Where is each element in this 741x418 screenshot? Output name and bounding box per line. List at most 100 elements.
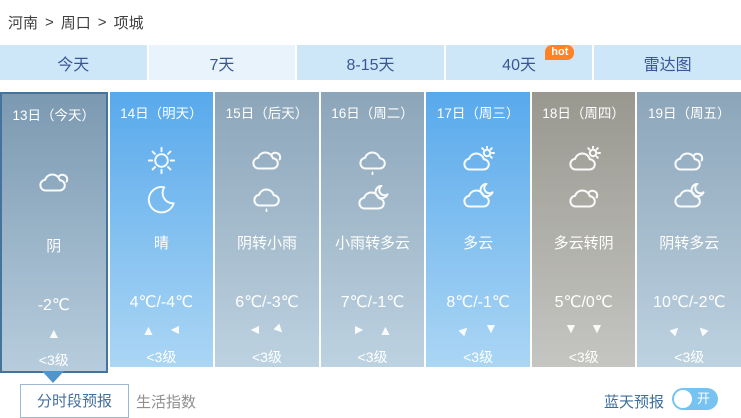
wind-level-label: <3级 xyxy=(251,349,282,365)
weather-icons xyxy=(460,127,496,232)
wind-direction-icons: ▲ ▲ xyxy=(454,319,498,341)
cloudy-day-icon xyxy=(566,146,602,176)
tab-8-15days[interactable]: 8-15天 xyxy=(297,45,444,80)
wind-level-label: <3级 xyxy=(568,349,599,365)
hot-badge: hot xyxy=(545,45,575,60)
overcast-icon xyxy=(566,183,602,213)
wind-direction-icons: ▲ xyxy=(47,324,61,342)
wind-arrow-left-icon: ▲ xyxy=(166,323,183,337)
wind-level-label: <3级 xyxy=(674,349,705,365)
forecast-day-column-6[interactable]: 18日（周四） 多云转阴 5℃/0℃ ▲ ▲ <3级 xyxy=(531,92,636,367)
forecast-day-column-1[interactable]: 13日（今天） 阴 -2℃ ▲ <3级 xyxy=(0,92,108,373)
day-date-label: 16日（周二） xyxy=(331,106,414,121)
weather-text: 阴 xyxy=(46,238,62,255)
breadcrumb-province[interactable]: 河南 xyxy=(8,15,39,32)
temperature-range: 8℃/-1℃ xyxy=(446,294,510,312)
day-date-label: 14日（明天） xyxy=(120,106,203,121)
wind-arrow-up-icon: ▲ xyxy=(141,322,156,339)
forecast-day-column-7[interactable]: 19日（周五） 阴转多云 10℃/-2℃ ▲ ▲ <3级 xyxy=(637,92,741,367)
wind-direction-icons: ▲ ▲ xyxy=(141,321,183,339)
hourly-forecast-button[interactable]: 分时段预报 xyxy=(20,384,130,418)
toggle-knob xyxy=(674,390,692,408)
tab-40days[interactable]: 40天 hot xyxy=(445,45,593,80)
wind-arrow-up-right-icon: ▲ xyxy=(454,319,476,341)
weather-text: 阴转多云 xyxy=(659,235,720,253)
weather-text: 多云 xyxy=(463,235,494,253)
temperature-range: 6℃/-3℃ xyxy=(235,294,299,312)
temperature-range: -2℃ xyxy=(37,297,70,314)
life-index-link[interactable]: 生活指数 xyxy=(136,394,197,411)
forecast-day-column-3[interactable]: 15日（后天） 阴转小雨 6℃/-3℃ ▲ ▲ <3级 xyxy=(215,92,319,367)
wind-level-label: <3级 xyxy=(38,352,69,368)
overcast-icon xyxy=(249,145,285,175)
forecast-day-column-5[interactable]: 17日（周三） 多云 8℃/-1℃ ▲ ▲ <3级 xyxy=(426,92,530,367)
wind-arrow-up-left-icon: ▲ xyxy=(691,319,713,341)
light-rain-icon xyxy=(250,182,284,215)
wind-arrow-up-icon: ▲ xyxy=(378,322,393,339)
overcast-icon xyxy=(671,146,707,176)
wind-arrow-up-icon: ▲ xyxy=(46,325,61,341)
wind-arrow-down-icon: ▲ xyxy=(563,322,578,339)
weather-icons xyxy=(671,127,707,232)
wind-arrow-left-icon: ▲ xyxy=(246,323,263,337)
wind-level-label: <3级 xyxy=(146,349,177,365)
forecast-day-column-4[interactable]: 16日（周二） 小雨转多云 7℃/-1℃ ▲ ▲ <3级 xyxy=(320,92,425,367)
weather-icons xyxy=(36,129,72,235)
weather-icons xyxy=(566,127,602,232)
cloudy-day-icon xyxy=(460,146,496,176)
tab-label: 8-15天 xyxy=(346,56,395,74)
cloudy-night-icon xyxy=(460,183,496,213)
wind-arrow-right-icon: ▲ xyxy=(351,323,368,337)
breadcrumb: 河南 > 周口 > 项城 xyxy=(8,12,144,33)
light-rain-icon xyxy=(356,145,390,178)
day-date-label: 13日（今天） xyxy=(12,108,96,123)
weather-icons xyxy=(249,127,285,232)
day-date-label: 15日（后天） xyxy=(225,106,309,121)
wind-arrow-down-icon: ▲ xyxy=(589,322,604,339)
cloudy-night-icon xyxy=(355,184,391,215)
tab-7days[interactable]: 7天 xyxy=(148,45,296,80)
forecast-tabbar: 今天 7天 8-15天 40天 hot 雷达图 xyxy=(0,45,741,80)
wind-arrow-down-right-icon: ▲ xyxy=(269,319,291,341)
weather-text: 阴转小雨 xyxy=(236,235,297,253)
weather-icons xyxy=(145,127,178,232)
weather-icons xyxy=(355,127,391,232)
temperature-range: 10℃/-2℃ xyxy=(653,294,726,312)
tab-label: 40天 xyxy=(502,56,536,74)
selected-day-pointer-icon xyxy=(42,371,64,383)
breadcrumb-separator: > xyxy=(45,14,54,31)
tab-label: 雷达图 xyxy=(643,56,692,74)
blue-sky-toggle[interactable]: 开 xyxy=(672,388,718,410)
breadcrumb-separator: > xyxy=(97,14,107,31)
wind-arrow-up-right-icon: ▲ xyxy=(665,319,687,341)
blue-sky-forecast-label: 蓝天预报 xyxy=(604,394,665,411)
forecast-day-column-2[interactable]: 14日（明天）晴 4℃/-4℃ ▲ ▲ <3级 xyxy=(109,92,214,367)
clear-night-icon xyxy=(145,184,177,216)
wind-direction-icons: ▲ ▲ xyxy=(665,319,713,341)
sunny-icon xyxy=(145,144,178,177)
wind-direction-icons: ▲ ▲ xyxy=(351,321,393,339)
temperature-range: 4℃/-4℃ xyxy=(129,294,194,312)
day-date-label: 18日（周四） xyxy=(542,106,625,121)
wind-level-label: <3级 xyxy=(463,349,494,365)
weather-text: 小雨转多云 xyxy=(335,235,411,253)
tab-radar[interactable]: 雷达图 xyxy=(594,45,741,80)
tab-today[interactable]: 今天 xyxy=(0,45,147,80)
temperature-range: 5℃/0℃ xyxy=(554,294,613,312)
breadcrumb-county[interactable]: 项城 xyxy=(113,15,144,32)
tab-label: 7天 xyxy=(209,56,235,74)
toggle-on-label: 开 xyxy=(696,391,710,406)
day-date-label: 19日（周五） xyxy=(647,106,731,121)
wind-level-label: <3级 xyxy=(357,349,388,365)
wind-direction-icons: ▲ ▲ xyxy=(246,319,291,341)
cloudy-night-icon xyxy=(671,183,707,213)
tab-label: 今天 xyxy=(57,56,90,74)
wind-direction-icons: ▲ ▲ xyxy=(564,321,604,339)
temperature-range: 7℃/-1℃ xyxy=(340,294,405,312)
breadcrumb-city[interactable]: 周口 xyxy=(60,15,91,32)
overcast-icon xyxy=(36,167,72,197)
day-date-label: 17日（周三） xyxy=(436,106,520,121)
wind-arrow-down-icon: ▲ xyxy=(484,322,498,339)
weather-text: 多云转阴 xyxy=(553,235,614,253)
forecast-grid: 13日（今天）阴 -2℃ ▲ <3级 14日（明天）晴 4℃/-4℃ ▲ ▲ <3级 15日（后天… xyxy=(0,92,741,373)
